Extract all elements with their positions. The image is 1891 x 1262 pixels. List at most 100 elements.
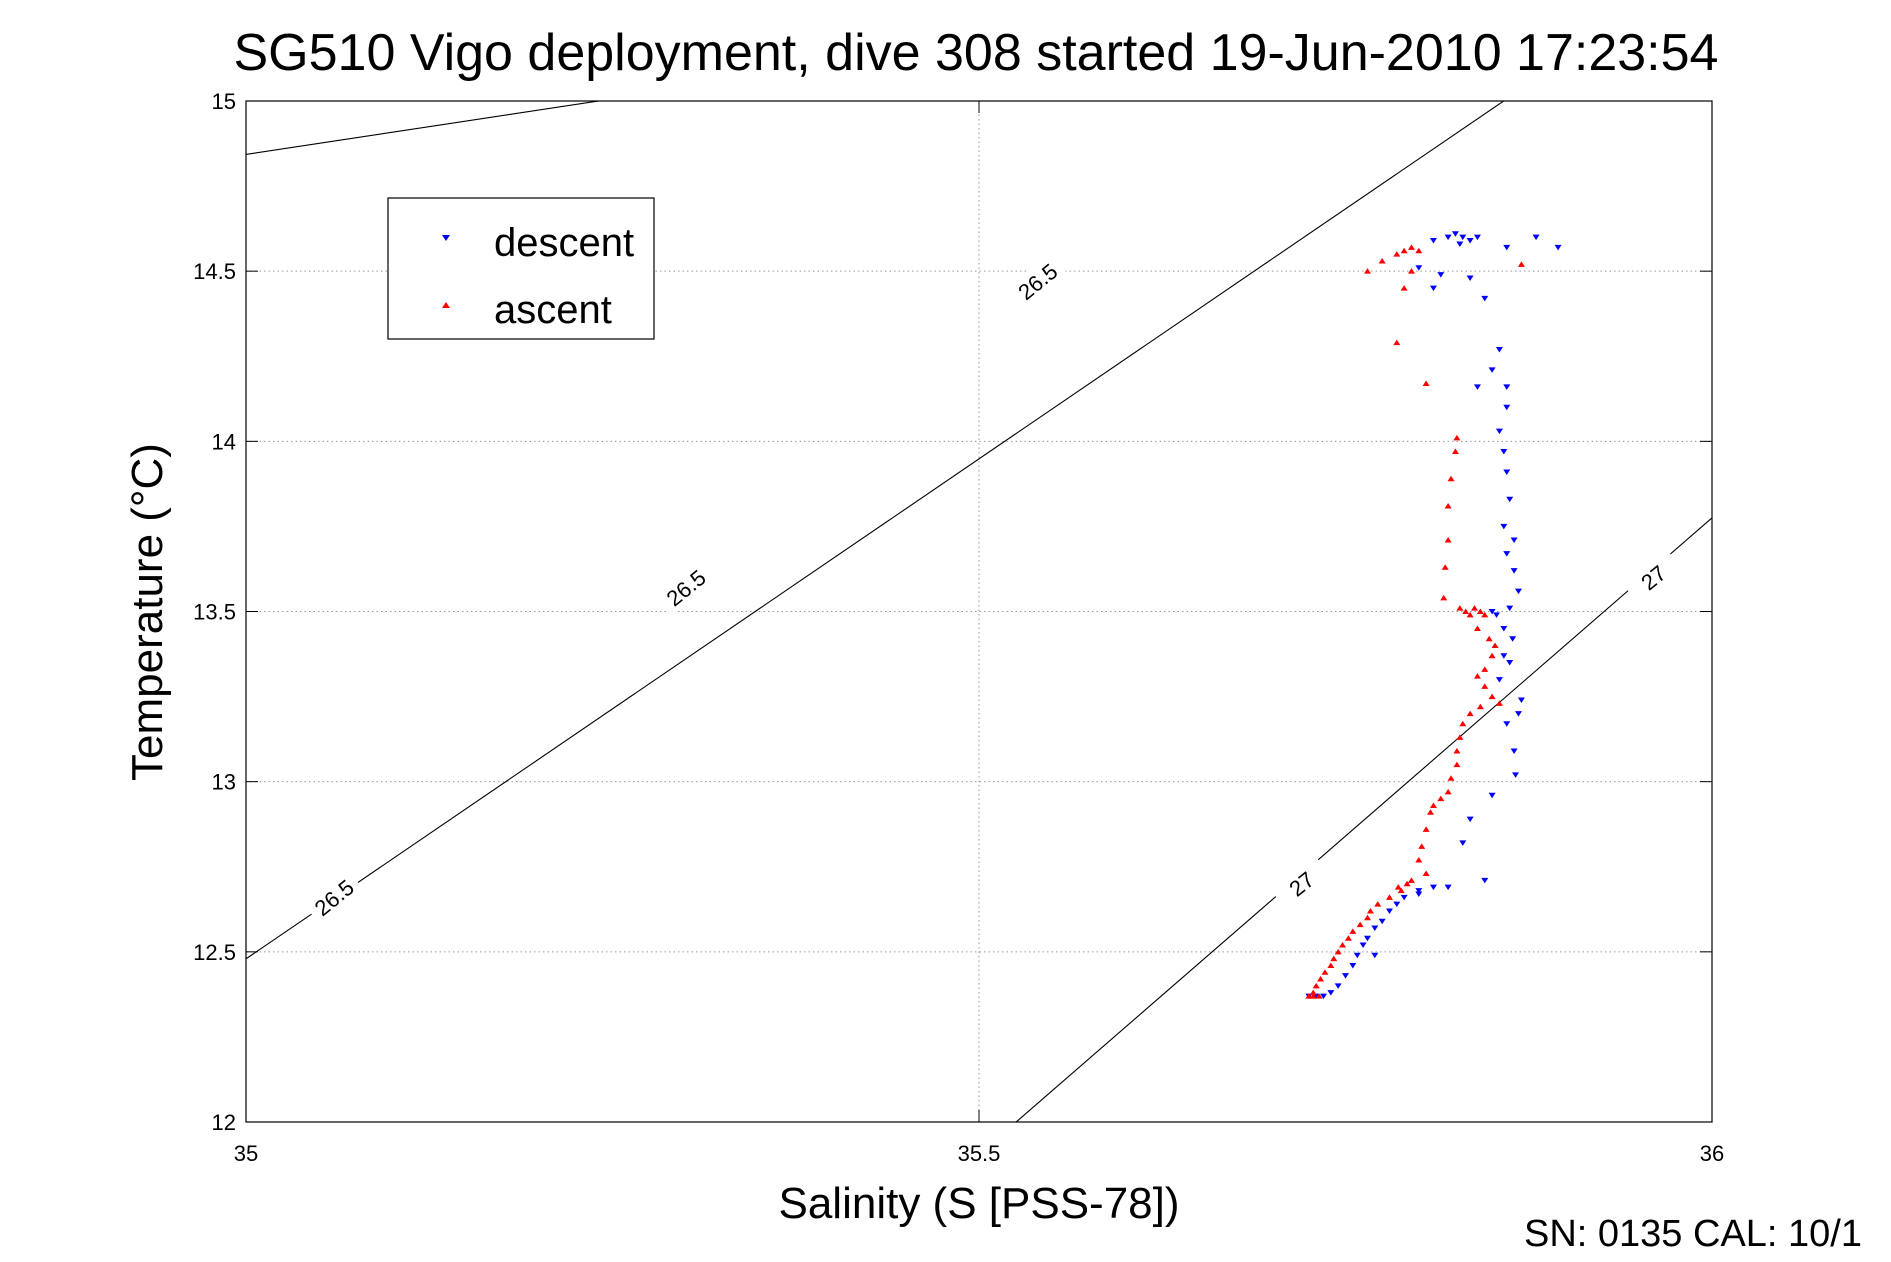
descent-point <box>1500 523 1508 530</box>
descent-point <box>1506 660 1514 666</box>
ascent-point <box>1437 795 1445 802</box>
descent-point <box>1503 469 1511 475</box>
ascent-point <box>1491 642 1499 649</box>
descent-point <box>1429 238 1437 244</box>
ascent-point <box>1488 652 1496 659</box>
ascent-point <box>1440 594 1448 601</box>
ascent-point <box>1447 475 1455 482</box>
ascent-point <box>1444 502 1452 509</box>
ascent-point <box>1403 880 1411 887</box>
ascent-point <box>1473 625 1481 632</box>
descent-point <box>1466 816 1474 823</box>
ascent-point <box>1447 775 1455 781</box>
y-tick-label: 14.5 <box>193 259 236 284</box>
ascent-point <box>1476 608 1484 614</box>
ascent-point <box>1415 856 1423 863</box>
ascent-point <box>1385 894 1393 900</box>
density-contour-27 <box>1015 517 1712 1122</box>
y-tick-label: 12 <box>212 1110 236 1135</box>
descent-point <box>1473 384 1481 390</box>
ascent-point <box>1485 635 1493 642</box>
descent-point <box>1514 588 1522 595</box>
descent-point <box>1378 918 1386 925</box>
legend: descent ascent <box>387 197 655 340</box>
ascent-point <box>1453 748 1461 754</box>
x-tick-label: 35 <box>234 1141 258 1166</box>
ascent-point <box>1476 703 1484 710</box>
ascent-point <box>1374 901 1382 907</box>
legend-marker-ascent <box>442 302 450 308</box>
descent-point <box>1415 265 1423 271</box>
descent-point <box>1459 840 1467 846</box>
descent-point <box>1503 721 1511 727</box>
descent-point <box>1334 983 1342 989</box>
descent-point <box>1481 295 1489 302</box>
ascent-point <box>1441 564 1449 570</box>
ascent-point <box>1422 826 1430 832</box>
ascent-point <box>1407 268 1415 274</box>
ascent-point <box>1418 843 1426 849</box>
legend-label-ascent: ascent <box>494 288 612 332</box>
ascent-point <box>1393 339 1401 346</box>
ascent-point <box>1451 448 1459 455</box>
ascent-point <box>1363 268 1371 274</box>
descent-point <box>1500 653 1508 659</box>
data-points <box>1305 231 1562 1000</box>
descent-point <box>1506 605 1514 612</box>
descent-point <box>1512 772 1520 778</box>
ascent-point <box>1349 928 1357 934</box>
descent-point <box>1429 884 1437 891</box>
descent-point <box>1437 272 1445 278</box>
ascent-point <box>1400 285 1408 291</box>
series-descent <box>1305 231 1562 1000</box>
ascent-point <box>1471 605 1479 611</box>
ascent-point <box>1466 710 1474 717</box>
ascent-point <box>1309 993 1317 999</box>
ascent-point <box>1453 434 1461 441</box>
ascent-point <box>1378 257 1386 264</box>
y-tick-label: 13 <box>212 770 236 795</box>
descent-point <box>1495 428 1503 435</box>
ascent-point <box>1488 693 1496 700</box>
descent-point <box>1532 234 1540 241</box>
ascent-point <box>1422 380 1430 386</box>
ascent-point <box>1309 989 1317 996</box>
descent-point <box>1451 231 1459 237</box>
ascent-point <box>1400 247 1408 254</box>
ascent-point <box>1317 976 1325 982</box>
descent-point <box>1517 697 1525 703</box>
ascent-point <box>1312 982 1320 989</box>
ascent-point <box>1456 734 1464 740</box>
chart-title: SG510 Vigo deployment, dive 308 started … <box>234 24 1719 82</box>
descent-point <box>1400 894 1408 901</box>
descent-point <box>1509 636 1517 642</box>
ascent-point <box>1321 969 1329 975</box>
descent-point <box>1385 908 1393 914</box>
descent-point <box>1503 551 1511 557</box>
ascent-point <box>1495 700 1503 706</box>
descent-point <box>1506 496 1514 503</box>
descent-point <box>1371 925 1379 932</box>
descent-point <box>1353 952 1361 959</box>
legend-marker-descent <box>442 235 450 241</box>
ascent-point <box>1473 673 1481 679</box>
descent-point <box>1444 234 1452 241</box>
y-axis-label: Temperature (°C) <box>123 443 172 781</box>
descent-point <box>1456 241 1464 247</box>
descent-point <box>1415 888 1423 894</box>
ascent-point <box>1407 877 1415 883</box>
ascent-point <box>1429 802 1437 808</box>
descent-point <box>1488 609 1496 615</box>
descent-point <box>1503 404 1511 411</box>
descent-point <box>1481 877 1489 884</box>
descent-point <box>1500 626 1508 632</box>
descent-point <box>1510 537 1518 544</box>
descent-point <box>1495 346 1503 353</box>
descent-point <box>1444 884 1452 891</box>
y-tick-label: 15 <box>212 89 236 114</box>
descent-point <box>1359 942 1367 949</box>
y-tick-label: 13.5 <box>193 600 236 625</box>
footer-serial-cal: SN: 0135 CAL: 10/1 <box>1524 1213 1862 1255</box>
descent-point <box>1514 711 1522 717</box>
